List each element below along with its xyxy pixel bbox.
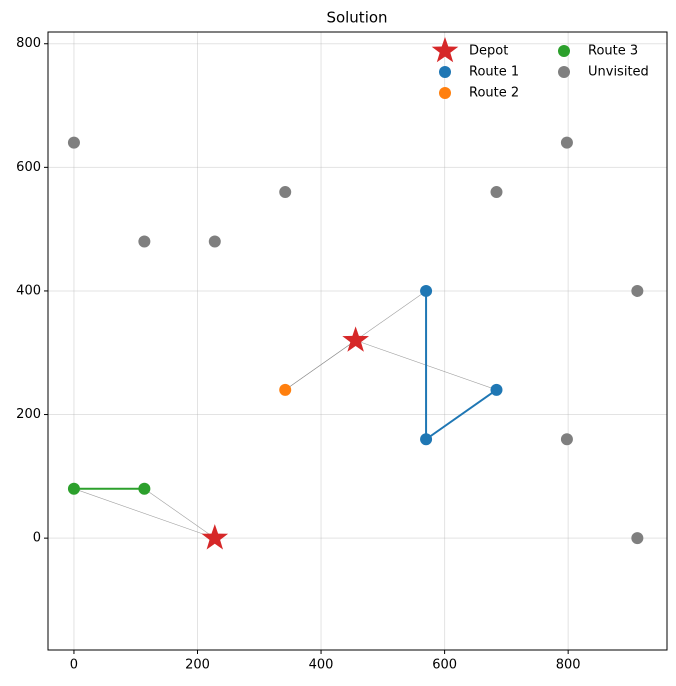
plot-frame [47,31,668,651]
point [631,284,644,297]
point [420,433,433,446]
y-tick-label: 200 [16,407,41,422]
depot-link [355,290,427,341]
legend-label: Depot [469,44,508,59]
point [420,284,433,297]
legend-marker [431,37,459,63]
legend-marker [439,66,451,78]
legend-marker [439,87,451,99]
x-tick-label: 600 [432,658,457,673]
y-tick-label: 800 [16,36,41,51]
depot-link [73,488,215,539]
chart-title: Solution [326,9,387,27]
depot-link [285,340,356,391]
depot [342,326,369,352]
point [490,383,503,396]
point [67,136,80,149]
y-tick-label: 600 [16,160,41,175]
legend-label: Route 1 [469,65,519,80]
point [490,186,503,199]
point [138,482,151,495]
y-tick-label: 400 [16,283,41,298]
point [631,532,644,545]
legend-marker [558,45,570,57]
x-tick-label: 800 [556,658,581,673]
depot [201,524,229,550]
legend-label: Route 3 [588,44,638,59]
depot-link [144,488,215,539]
point [279,383,292,396]
legend-label: Route 2 [469,86,519,101]
point [208,235,221,248]
legend-marker [558,66,570,78]
point [279,186,292,199]
y-tick-label: 0 [33,531,41,546]
point [560,136,573,149]
point [560,433,573,446]
legend-label: Unvisited [588,65,649,80]
x-tick-label: 0 [70,658,78,673]
point [138,235,151,248]
x-tick-label: 200 [185,658,210,673]
point [67,482,80,495]
x-tick-label: 400 [309,658,334,673]
